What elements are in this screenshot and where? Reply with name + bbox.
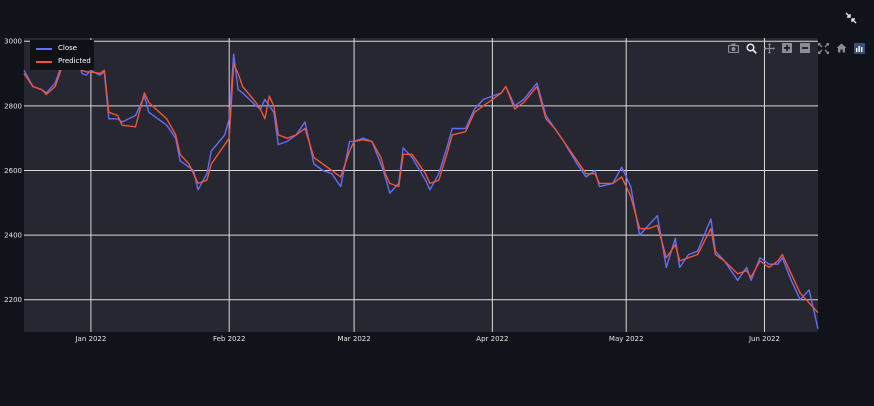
fullscreen-exit-button[interactable] [843,10,859,26]
chart-modebar [726,41,866,55]
x-tick-label: Mar 2022 [337,335,370,343]
autoscale-button[interactable] [816,41,830,55]
y-tick-label: 3000 [4,38,22,46]
zoom-in-icon [782,43,792,53]
reset-axes-icon [836,43,846,53]
plotly-logo-icon [853,42,865,54]
autoscale-icon [817,42,829,54]
legend-label-predicted: Predicted [58,57,91,65]
x-tick-label: Jan 2022 [74,335,106,343]
legend-label-close: Close [58,44,78,52]
zoom-button[interactable] [744,41,758,55]
reset-axes-button[interactable] [834,41,848,55]
y-tick-label: 2600 [4,167,22,175]
zoom-out-icon [800,43,810,53]
x-tick-label: May 2022 [609,335,644,343]
collapse-icon [845,12,857,24]
legend-swatch-close [36,48,52,50]
x-tick-label: Feb 2022 [213,335,245,343]
x-tick-label: Jun 2022 [748,335,780,343]
y-tick-label: 2400 [4,232,22,240]
plotly-logo-button[interactable] [852,41,866,55]
zoom-in-button[interactable] [780,41,794,55]
series-lines [23,41,819,329]
legend-swatch-predicted [36,61,52,63]
y-tick-label: 2200 [4,296,22,304]
download-png-button[interactable] [726,41,740,55]
legend[interactable]: Close Predicted [30,40,94,70]
zoom-icon [745,42,757,54]
pan-icon [763,42,775,54]
x-tick-label: Apr 2022 [476,335,508,343]
pan-button[interactable] [762,41,776,55]
zoom-out-button[interactable] [798,41,812,55]
y-axis-ticks: 2200 2400 2600 2800 3000 [4,38,22,304]
y-tick-label: 2800 [4,102,22,110]
gridlines [24,38,818,332]
camera-icon [727,43,739,53]
series-line-predicted[interactable] [23,42,819,314]
x-axis-ticks: Jan 2022 Feb 2022 Mar 2022 Apr 2022 May 2022… [74,335,779,343]
plot-area[interactable] [24,38,818,332]
